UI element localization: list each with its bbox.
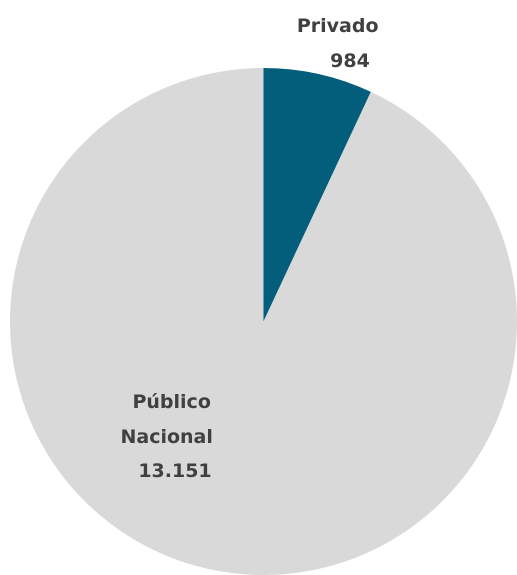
publico-category-label: Nacional: [120, 426, 212, 448]
pie-slices: [9, 68, 517, 575]
privado-name-label: Privado: [297, 15, 379, 37]
pie-slice-p-blico-nacional: [9, 68, 517, 575]
publico-name-label: Público: [132, 391, 210, 413]
pie-slice-privado: [263, 68, 371, 322]
privado-value-label: 984: [330, 50, 370, 72]
publico-value-label: 13.151: [138, 460, 211, 482]
slice-label-privado: Privado 984: [297, 15, 385, 72]
slice-label-publico-nacional: Público Nacional 13.151: [120, 391, 219, 482]
